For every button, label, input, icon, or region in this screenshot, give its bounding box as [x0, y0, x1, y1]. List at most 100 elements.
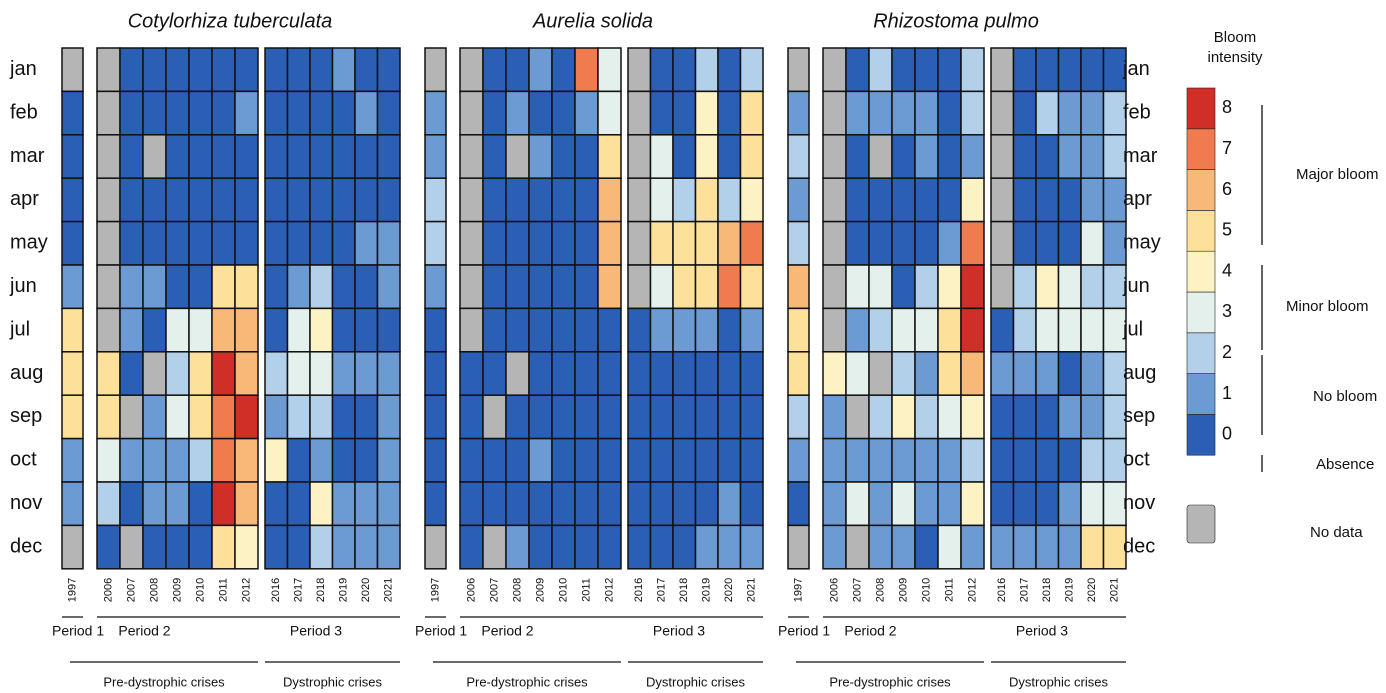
- heat-cell: [914, 481, 939, 527]
- legend-swatch: [1186, 128, 1216, 170]
- heat-cell: [1080, 351, 1105, 396]
- heat-cell: [672, 47, 697, 93]
- heat-cell: [211, 481, 236, 527]
- x-tick-label: 2021: [383, 578, 395, 602]
- heat-cell: [142, 307, 167, 353]
- heat-cell: [960, 394, 985, 440]
- heat-cell: [649, 524, 674, 570]
- heat-cell: [459, 351, 484, 396]
- heat-cell: [822, 524, 847, 570]
- heat-cell: [505, 394, 530, 440]
- heat-cell: [868, 437, 893, 483]
- crisis-label: Dystrophic crises: [283, 674, 382, 689]
- heat-cell: [96, 524, 121, 570]
- panel-title: Cotylorhiza tuberculata: [128, 10, 333, 32]
- x-tick-label: 2018: [315, 578, 327, 602]
- heat-cell: [649, 177, 674, 223]
- heat-cell: [574, 47, 599, 93]
- heat-cell: [990, 481, 1015, 527]
- heat-cell: [627, 220, 652, 266]
- heat-cell: [505, 351, 530, 396]
- heat-cell: [96, 220, 121, 266]
- x-tick-label: 2018: [1041, 578, 1053, 602]
- heat-cell: [1057, 47, 1082, 93]
- heat-cell: [188, 351, 213, 396]
- heat-cell: [1012, 220, 1037, 266]
- heat-cell: [309, 134, 334, 179]
- heat-cell: [960, 524, 985, 570]
- heat-cell: [739, 307, 764, 353]
- x-tick-label: 2021: [746, 578, 758, 602]
- heat-cell: [1057, 220, 1082, 266]
- x-tick-label: 2019: [338, 578, 350, 602]
- heat-cell: [142, 90, 167, 136]
- heat-cell: [787, 394, 810, 440]
- heat-cell: [1012, 134, 1037, 179]
- heat-cell: [787, 524, 810, 570]
- heat-cell: [142, 351, 167, 396]
- heat-cell: [119, 351, 144, 396]
- heat-cell: [672, 524, 697, 570]
- legend-tick-label: 4: [1222, 260, 1232, 280]
- legend-tick-label: 3: [1222, 301, 1232, 321]
- heat-cell: [96, 437, 121, 483]
- heat-cell: [376, 437, 401, 483]
- heat-cell: [264, 47, 289, 93]
- heat-cell: [627, 351, 652, 396]
- heat-cell: [1080, 220, 1105, 266]
- heat-cell: [211, 437, 236, 483]
- legend-tick-label: 8: [1222, 97, 1232, 117]
- heat-cell: [505, 47, 530, 93]
- heat-cell: [331, 351, 356, 396]
- heat-cell: [717, 264, 742, 310]
- heat-cell: [331, 177, 356, 223]
- heat-cell: [459, 47, 484, 93]
- heat-cell: [694, 134, 719, 179]
- heat-cell: [845, 394, 870, 440]
- heat-cell: [551, 307, 576, 353]
- heat-cell: [119, 264, 144, 310]
- heat-cell: [1012, 177, 1037, 223]
- period-label: Period 3: [290, 623, 342, 639]
- heat-cell: [424, 264, 447, 310]
- heat-cell: [914, 177, 939, 223]
- heat-cell: [354, 394, 379, 440]
- heat-cell: [96, 394, 121, 440]
- heat-cell: [574, 90, 599, 136]
- heat-cell: [211, 90, 236, 136]
- heat-cell: [597, 307, 622, 353]
- heat-cell: [868, 177, 893, 223]
- heat-cell: [528, 524, 553, 570]
- heat-cell: [787, 134, 810, 179]
- heat-cell: [627, 394, 652, 440]
- heat-cell: [672, 134, 697, 179]
- y-tick-label: nov: [1123, 492, 1155, 514]
- heat-cell: [165, 177, 190, 223]
- heat-cell: [1012, 351, 1037, 396]
- y-tick-label: oct: [10, 449, 37, 471]
- crisis-label: Pre-dystrophic crises: [103, 674, 225, 689]
- heat-cell: [1057, 524, 1082, 570]
- heat-cell: [1035, 90, 1060, 136]
- heat-cell: [717, 47, 742, 93]
- heat-cell: [551, 134, 576, 179]
- heat-cell: [424, 307, 447, 353]
- heat-cell: [96, 481, 121, 527]
- heat-cell: [960, 481, 985, 527]
- heat-cell: [61, 47, 84, 93]
- heat-cell: [627, 177, 652, 223]
- legend-swatch: [1186, 291, 1216, 334]
- heat-cell: [937, 307, 962, 353]
- heat-cell: [672, 90, 697, 136]
- x-tick-label: 2017: [656, 578, 668, 602]
- heat-cell: [234, 134, 259, 179]
- heat-cell: [597, 90, 622, 136]
- heat-cell: [937, 264, 962, 310]
- heat-cell: [165, 524, 190, 570]
- heat-cell: [914, 220, 939, 266]
- y-tick-label: sep: [1123, 405, 1155, 427]
- heat-cell: [694, 481, 719, 527]
- heat-cell: [188, 394, 213, 440]
- heat-cell: [376, 351, 401, 396]
- legend-no-data-label: No data: [1310, 524, 1363, 541]
